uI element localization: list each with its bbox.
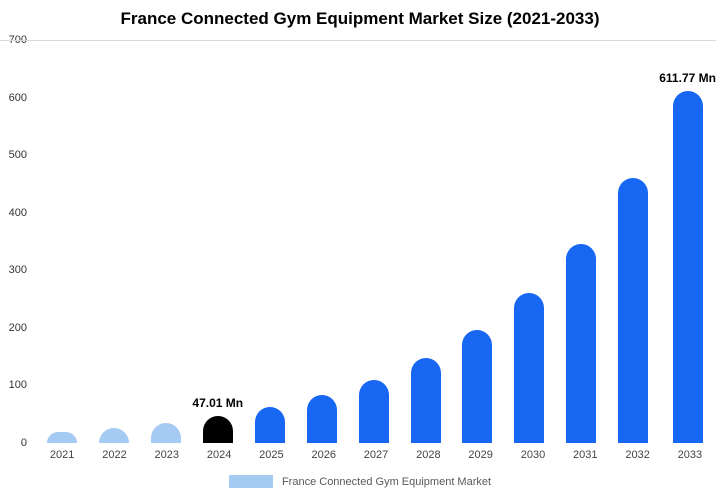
y-tick-label: 500 [8, 149, 27, 162]
y-tick-label: 0 [20, 437, 27, 449]
bar-column [88, 40, 140, 443]
y-tick-label: 600 [8, 91, 27, 104]
bar [566, 243, 597, 443]
data-label: 47.01 Mn [192, 395, 244, 410]
legend-label: France Connected Gym Equipment Market [281, 475, 492, 488]
x-tick-label: 2031 [573, 449, 598, 461]
bar-column [244, 40, 296, 443]
y-tick-label: 300 [8, 264, 27, 277]
x-tick-label: 2029 [468, 449, 493, 461]
bar-column [503, 40, 555, 443]
gridline-700 [0, 40, 716, 41]
bar [514, 293, 545, 443]
x-tick-label: 2032 [625, 449, 650, 461]
bar-column [555, 40, 607, 443]
bar [98, 428, 129, 443]
bar [306, 395, 337, 443]
legend: France Connected Gym Equipment Market [0, 475, 720, 488]
bar-column [36, 40, 88, 443]
x-tick-label: 2033 [677, 449, 703, 461]
x-tick-label: 2024 [206, 449, 232, 461]
bar-column [400, 40, 452, 443]
bar [202, 415, 233, 443]
y-tick-label: 400 [8, 206, 27, 219]
y-tick-label: 100 [8, 379, 27, 392]
y-tick-label: 200 [8, 321, 27, 334]
bar-column [140, 40, 192, 443]
x-tick-label: 2023 [154, 449, 180, 461]
bar [618, 178, 649, 443]
chart-title: France Connected Gym Equipment Market Si… [120, 9, 600, 28]
x-tick-label: 2025 [259, 449, 284, 461]
x-tick-label: 2026 [311, 449, 336, 461]
bar-column [607, 40, 659, 443]
bar [46, 431, 77, 443]
x-tick-label: 2021 [49, 449, 75, 461]
bar-column: 47.01 Mn [192, 40, 244, 443]
bar [672, 90, 703, 443]
bar-column [296, 40, 348, 443]
bar [462, 330, 493, 443]
bars: 47.01 Mn 611.77 Mn [36, 40, 716, 443]
bar-column: 611.77 Mn [659, 40, 716, 443]
x-tick-label: 2027 [363, 449, 389, 461]
plot-area: 47.01 Mn 611.77 Mn [0, 40, 716, 443]
bar [410, 358, 441, 443]
y-axis: 0 100 200 300 400 500 600 700 [0, 34, 30, 449]
data-label: 611.77 Mn [659, 70, 716, 85]
legend-swatch [228, 475, 273, 488]
x-tick-label: 2028 [416, 449, 441, 461]
x-axis: 2021 2022 2023 2024 2025 2026 2027 2028 2029 2030… [36, 449, 716, 461]
bar [150, 422, 181, 443]
bar-column [348, 40, 400, 443]
x-tick-label: 2030 [520, 449, 546, 461]
bar [254, 407, 285, 443]
x-tick-label: 2022 [102, 449, 127, 461]
bar [358, 379, 389, 443]
bar-column [452, 40, 504, 443]
